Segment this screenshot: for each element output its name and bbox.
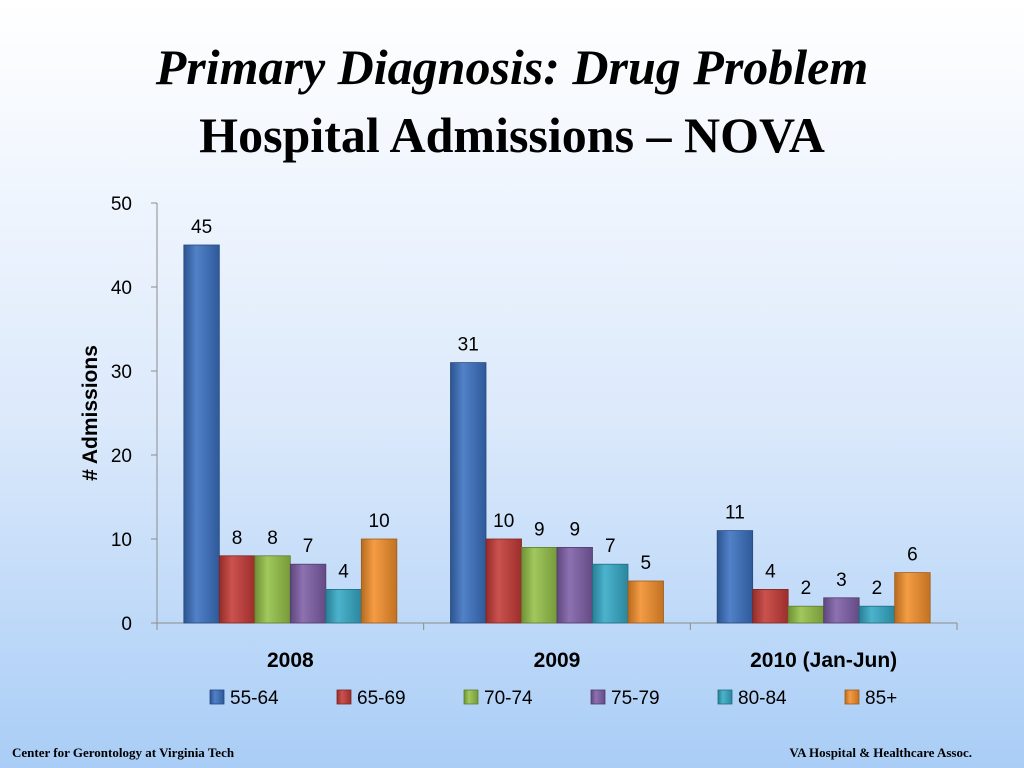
bar-2009-80-84	[592, 563, 629, 624]
slide-title-line1: Primary Diagnosis: Drug Problem	[155, 39, 869, 95]
legend-label: 85+	[865, 688, 897, 709]
bar-2008-70-74	[254, 555, 291, 624]
data-label: 45	[191, 217, 212, 238]
slide-title-line2: Hospital Admissions – NOVA	[199, 107, 825, 163]
data-label: 7	[605, 536, 616, 557]
data-label: 4	[765, 561, 776, 582]
data-label: 10	[493, 511, 514, 532]
legend-swatch	[209, 689, 225, 705]
x-category-label: 2010 (Jan-Jun)	[750, 649, 897, 672]
data-label: 6	[907, 545, 918, 566]
data-label: 8	[267, 528, 278, 549]
data-label: 2	[801, 578, 812, 599]
x-category-label: 2009	[534, 649, 581, 672]
data-label: 7	[303, 536, 314, 557]
legend-swatch	[717, 689, 733, 705]
data-label: 4	[338, 561, 349, 582]
bar-2008-85-	[360, 538, 398, 624]
bar-2009-70-74	[521, 546, 558, 624]
data-label: 5	[640, 553, 651, 574]
data-label: 9	[534, 519, 545, 540]
data-label: 8	[232, 528, 243, 549]
legend-swatch	[844, 689, 860, 705]
bar-2010-jan-jun--55-64	[716, 530, 754, 624]
y-axis-title: # Admissions	[79, 345, 102, 481]
bar-2008-65-69	[218, 555, 256, 624]
legend-label: 75-79	[611, 688, 660, 709]
bar-2009-85-	[627, 580, 664, 624]
bar-2008-75-79	[289, 563, 327, 624]
bar-2010-jan-jun--70-74	[787, 605, 825, 624]
data-label: 10	[369, 511, 390, 532]
legend-swatch	[336, 689, 352, 705]
data-label: 9	[569, 519, 580, 540]
legend-label: 80-84	[738, 688, 787, 709]
data-label: 11	[725, 503, 745, 524]
bar-2009-75-79	[556, 546, 593, 624]
bar-2010-jan-jun--75-79	[823, 597, 860, 624]
y-tick-label: 30	[111, 362, 132, 383]
bar-2010-jan-jun--85-	[894, 572, 931, 624]
bar-2008-55-64	[183, 244, 220, 624]
bar-2009-65-69	[485, 538, 522, 624]
legend-label: 65-69	[357, 688, 406, 709]
y-tick-label: 0	[121, 614, 132, 635]
x-category-label: 2008	[267, 649, 314, 672]
legend-label: 70-74	[484, 688, 533, 709]
legend-swatch	[463, 689, 479, 705]
bar-2010-jan-jun--65-69	[752, 588, 789, 624]
data-label: 31	[458, 335, 479, 356]
footer-right: VA Hospital & Healthcare Assoc.	[789, 745, 972, 760]
legend-label: 55-64	[230, 688, 279, 709]
y-tick-label: 50	[111, 194, 132, 215]
bar-2010-jan-jun--80-84	[858, 605, 896, 624]
data-label: 3	[836, 570, 847, 591]
legend-swatch	[590, 689, 606, 705]
y-tick-label: 40	[111, 278, 132, 299]
bar-2009-55-64	[450, 362, 487, 624]
y-tick-label: 10	[111, 530, 132, 551]
bar-2008-80-84	[325, 588, 362, 624]
footer-left: Center for Gerontology at Virginia Tech	[12, 745, 235, 760]
y-tick-label: 20	[111, 446, 132, 467]
data-label: 2	[872, 578, 883, 599]
